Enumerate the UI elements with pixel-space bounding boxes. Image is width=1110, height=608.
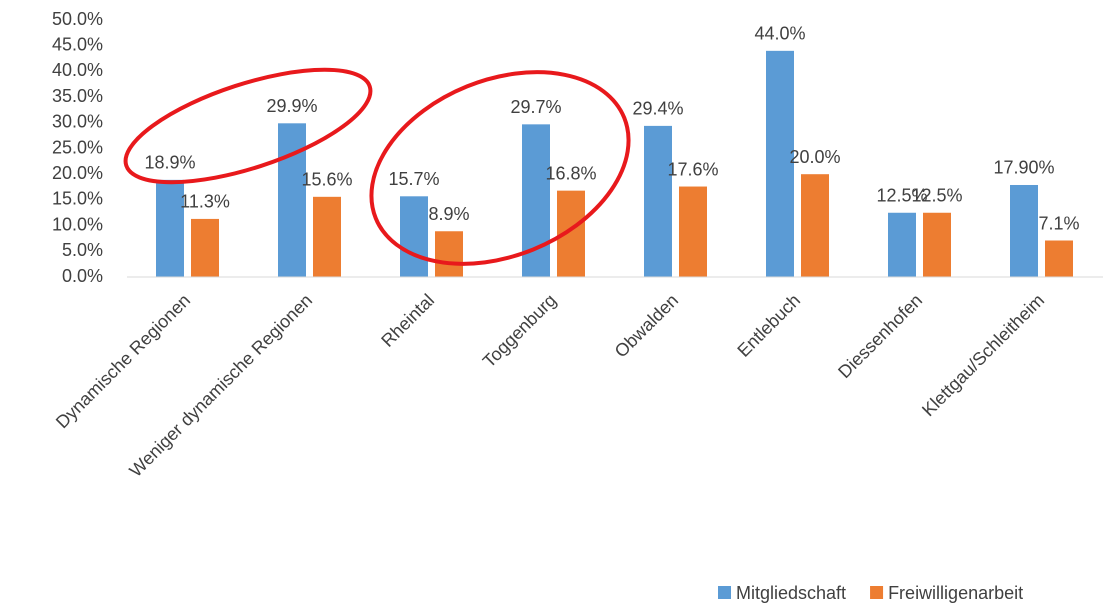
bar (191, 218, 219, 277)
legend-label: Mitgliedschaft (736, 583, 846, 603)
data-label: 44.0% (754, 24, 805, 44)
bar (644, 125, 672, 277)
bar (435, 231, 463, 277)
bar (766, 50, 794, 278)
annotation-ellipse (369, 70, 631, 266)
data-label: 18.9% (144, 153, 195, 173)
bar (923, 212, 951, 277)
data-label: 8.9% (428, 204, 469, 224)
y-tick-label: 35.0% (52, 86, 103, 106)
data-label: 17.90% (993, 158, 1054, 178)
y-tick-label: 45.0% (52, 34, 103, 54)
x-tick-label: Toggenburg (479, 290, 560, 371)
bar (313, 196, 341, 277)
y-tick-label: 20.0% (52, 163, 103, 183)
bar (278, 123, 306, 278)
x-tick-label: Rheintal (377, 290, 438, 351)
bar (801, 174, 829, 277)
legend-swatch (870, 586, 884, 599)
data-label: 29.4% (632, 99, 683, 119)
y-tick-label: 0.0% (62, 266, 103, 286)
y-tick-label: 10.0% (52, 214, 103, 234)
data-label: 11.3% (180, 192, 230, 212)
x-tick-label: Dynamische Regionen (52, 290, 194, 432)
data-label: 20.0% (789, 147, 840, 167)
data-label: 16.8% (545, 163, 596, 183)
x-tick-label: Klettgau/Schleitheim (918, 290, 1048, 420)
data-label: 15.7% (388, 169, 439, 189)
legend-swatch (718, 586, 731, 599)
data-label: 7.1% (1038, 213, 1079, 233)
data-label: 17.6% (667, 159, 718, 179)
data-label: 29.9% (266, 96, 317, 116)
y-tick-label: 50.0% (52, 9, 103, 29)
y-tick-label: 15.0% (52, 189, 103, 209)
y-tick-label: 5.0% (62, 240, 103, 260)
bar (400, 196, 428, 277)
y-tick-label: 40.0% (52, 60, 103, 80)
x-tick-label: Obwalden (611, 290, 682, 361)
bar (679, 186, 707, 277)
bar (888, 212, 916, 277)
data-label: 15.6% (301, 170, 352, 190)
y-tick-label: 30.0% (52, 112, 103, 132)
x-tick-label: Diessenhofen (834, 290, 926, 382)
y-tick-label: 25.0% (52, 137, 103, 157)
bar (1045, 240, 1073, 277)
legend-label: Freiwilligenarbeit (888, 583, 1023, 603)
annotation-ellipse (123, 67, 373, 185)
bar (156, 179, 184, 277)
x-tick-label: Entlebuch (733, 290, 804, 361)
data-label: 29.7% (510, 97, 561, 117)
bar (1010, 184, 1038, 277)
data-label: 12.5% (876, 186, 927, 206)
data-label: 12.5% (911, 186, 962, 206)
